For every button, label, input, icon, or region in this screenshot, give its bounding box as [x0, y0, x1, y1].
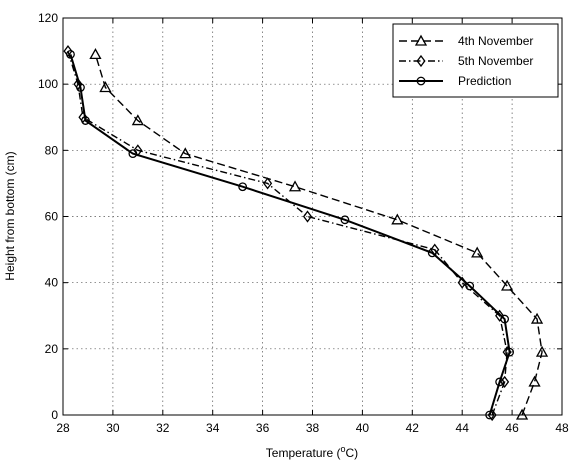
- series-line: [69, 54, 511, 416]
- diamond-marker: [73, 78, 83, 91]
- y-tick-label: 20: [45, 342, 59, 356]
- triangle-marker: [288, 180, 302, 192]
- y-tick-label: 0: [51, 408, 58, 422]
- y-tick-label: 60: [45, 210, 59, 224]
- legend-label: 5th November: [458, 54, 533, 68]
- triangle-marker: [414, 34, 428, 46]
- x-axis-label-superscript: o: [341, 444, 346, 454]
- circle-marker: [76, 83, 85, 92]
- circle-marker: [495, 377, 505, 387]
- triangle-marker: [528, 375, 541, 387]
- legend-entry: 4th November: [399, 34, 533, 48]
- x-tick-label: 30: [106, 421, 120, 435]
- triangle-marker: [501, 279, 514, 291]
- diamond-marker: [416, 54, 426, 68]
- x-tick-label: 28: [56, 421, 70, 435]
- axis-ticks: 28 30 32 34 36 38 40 42 44 46 48 0 20 40 60 80 100 120: [38, 11, 569, 435]
- triangle-marker: [391, 213, 404, 225]
- circle-marker: [500, 314, 510, 324]
- circle-marker: [238, 182, 248, 192]
- series-layer: [63, 44, 549, 422]
- circle-marker: [427, 248, 437, 258]
- y-tick-label: 40: [45, 276, 59, 290]
- x-tick-label: 42: [406, 421, 420, 435]
- circle-marker: [128, 149, 138, 159]
- grid-lines: [63, 18, 562, 415]
- triangle-marker: [131, 114, 144, 126]
- diamond-marker: [263, 177, 273, 190]
- x-tick-label: 44: [456, 421, 470, 435]
- x-tick-label: 46: [505, 421, 519, 435]
- y-tick-label: 80: [45, 143, 59, 157]
- triangle-marker: [89, 48, 102, 60]
- circle-marker: [66, 49, 75, 59]
- x-tick-label: 40: [356, 421, 370, 435]
- circle-marker: [340, 215, 350, 225]
- legend-entry: 5th November: [399, 54, 533, 68]
- y-axis-label: Height from bottom (cm): [3, 151, 17, 280]
- x-tick-label: 36: [256, 421, 270, 435]
- circle-marker: [465, 281, 475, 291]
- x-axis-label-end: C): [346, 446, 359, 460]
- circle-marker: [416, 76, 426, 86]
- y-tick-label: 120: [38, 11, 58, 25]
- circle-marker: [81, 116, 90, 125]
- x-axis-label-main: Temperature (: [266, 446, 341, 460]
- x-tick-label: 34: [206, 421, 220, 435]
- diamond-marker: [302, 210, 313, 223]
- triangle-marker: [179, 147, 192, 159]
- diamond-marker: [63, 44, 73, 58]
- series-line: [94, 54, 543, 416]
- y-tick-label: 100: [38, 77, 58, 91]
- x-axis-label: Temperature (oC): [266, 444, 358, 460]
- diamond-marker: [495, 309, 505, 322]
- x-tick-label: 38: [306, 421, 320, 435]
- x-tick-label: 48: [555, 421, 569, 435]
- legend-label: 4th November: [458, 34, 533, 48]
- legend-label: Prediction: [458, 74, 511, 88]
- triangle-marker: [471, 246, 484, 258]
- triangle-marker: [535, 345, 549, 357]
- triangle-marker: [99, 81, 112, 93]
- diamond-marker: [500, 375, 510, 388]
- series-triangle: [89, 48, 549, 420]
- triangle-marker: [530, 312, 544, 324]
- legend-entry: Prediction: [399, 74, 511, 88]
- circle-marker: [505, 347, 515, 357]
- legend: 4th November 5th November Prediction: [392, 23, 559, 98]
- x-tick-label: 32: [156, 421, 170, 435]
- series-circle: [66, 49, 515, 420]
